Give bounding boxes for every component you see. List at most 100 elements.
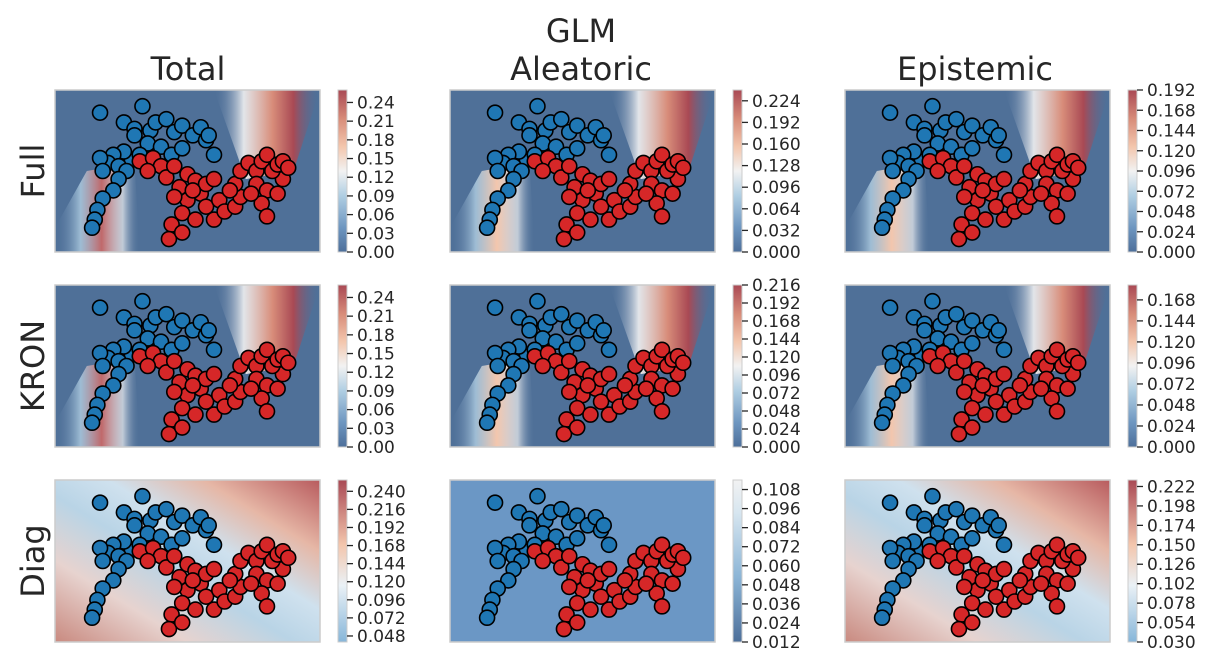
data-point-class-1 — [600, 365, 618, 383]
data-point-class-0 — [205, 146, 223, 164]
data-point-class-1 — [534, 357, 552, 375]
data-point-class-1 — [568, 419, 586, 436]
scatter-points — [83, 292, 297, 443]
data-point-class-0 — [568, 335, 586, 352]
data-point-class-1 — [139, 552, 157, 570]
data-point-class-0 — [173, 312, 191, 329]
colorbar-tick-label: 0.18 — [357, 326, 395, 346]
panel-r0c0: 0.000.030.060.090.120.150.180.210.24 — [54, 89, 395, 263]
data-point-class-0 — [990, 127, 1008, 144]
data-point-class-0 — [947, 305, 965, 323]
scatter-points — [83, 97, 297, 248]
colorbar-tick-label: 0.000 — [752, 438, 801, 458]
data-point-class-0 — [568, 312, 586, 329]
data-point-class-1 — [205, 170, 223, 188]
data-point-class-0 — [995, 341, 1013, 359]
data-point-class-1 — [552, 169, 570, 186]
colorbar — [1127, 479, 1138, 643]
data-point-class-0 — [489, 357, 507, 375]
data-point-class-1 — [963, 224, 981, 241]
data-point-class-1 — [947, 169, 965, 186]
data-point-class-1 — [165, 547, 183, 565]
data-point-class-0 — [963, 117, 981, 134]
uncertainty-band-upper — [609, 285, 715, 375]
data-point-class-0 — [568, 117, 586, 134]
data-point-class-1 — [187, 211, 204, 228]
data-point-class-0 — [521, 517, 538, 534]
data-point-class-1 — [616, 182, 634, 199]
data-point-class-0 — [916, 517, 933, 534]
data-point-class-1 — [279, 549, 297, 567]
data-point-class-0 — [486, 104, 504, 121]
colorbar-tick-label: 0.06 — [357, 401, 395, 421]
data-point-class-0 — [916, 322, 933, 339]
colorbar-tick-label: 0.00 — [357, 243, 395, 263]
colorbar — [732, 479, 743, 643]
panel-r2c1: 0.0120.0240.0360.0480.0600.0720.0840.096… — [449, 479, 801, 653]
data-point-class-1 — [963, 594, 981, 612]
data-point-class-1 — [184, 572, 202, 589]
colorbar-tick-label: 0.126 — [1147, 555, 1196, 575]
data-point-class-1 — [160, 230, 178, 248]
data-point-class-0 — [205, 341, 223, 359]
data-point-class-1 — [950, 620, 968, 638]
data-point-class-1 — [1011, 377, 1029, 394]
panel-frame — [449, 479, 716, 643]
colorbar-tick-label: 0.024 — [752, 614, 801, 634]
column-title-total: Total — [150, 50, 226, 88]
colorbar-tick-label: 0.192 — [1147, 81, 1196, 101]
data-point-class-1 — [197, 588, 215, 605]
colorbar-tick-label: 0.15 — [357, 150, 395, 170]
data-point-class-0 — [200, 127, 217, 144]
data-point-class-1 — [1011, 182, 1029, 199]
data-point-class-1 — [158, 559, 175, 576]
data-point-class-0 — [200, 517, 217, 534]
data-point-class-1 — [974, 377, 992, 394]
data-point-class-0 — [486, 494, 504, 511]
data-point-class-0 — [963, 312, 981, 329]
data-point-class-1 — [987, 198, 1005, 215]
colorbar-tick-label: 0.054 — [1147, 614, 1196, 634]
data-point-class-1 — [579, 182, 597, 199]
data-point-class-1 — [987, 393, 1005, 410]
colorbar-tick-label: 0.150 — [1147, 536, 1196, 556]
colorbar-tick-label: 0.03 — [357, 419, 395, 439]
panel-frame — [54, 89, 321, 253]
data-point-class-1 — [929, 357, 947, 375]
colorbar — [337, 479, 348, 643]
uncertainty-band-upper — [214, 285, 320, 375]
data-point-class-1 — [579, 572, 597, 589]
colorbar-tick-label: 0.048 — [752, 402, 801, 422]
colorbar-tick-label: 0.03 — [357, 224, 395, 244]
data-point-class-1 — [579, 377, 597, 394]
colorbar-tick-label: 0.128 — [752, 157, 801, 177]
panel-frame — [844, 284, 1111, 448]
data-point-class-0 — [600, 146, 618, 164]
data-point-class-1 — [184, 182, 202, 199]
data-point-class-1 — [242, 380, 260, 397]
colorbar-tick-label: 0.06 — [357, 206, 395, 226]
data-point-class-1 — [173, 399, 191, 417]
colorbar-tick-label: 0.024 — [1147, 223, 1196, 243]
colorbar-tick-label: 0.072 — [1147, 182, 1196, 202]
data-point-class-1 — [187, 601, 204, 618]
data-point-class-1 — [197, 393, 215, 410]
data-point-class-1 — [674, 354, 692, 372]
data-point-class-0 — [963, 335, 981, 352]
data-point-class-0 — [881, 494, 899, 511]
colorbar-tick-label: 0.160 — [752, 135, 801, 155]
data-point-class-0 — [995, 146, 1013, 164]
panel-r0c2: 0.0000.0240.0480.0720.0960.1200.1440.168… — [844, 81, 1196, 263]
colorbar-tick-label: 0.000 — [752, 243, 801, 263]
data-point-class-0 — [568, 507, 586, 524]
colorbar-tick-label: 0.060 — [752, 557, 801, 577]
data-point-class-0 — [134, 487, 151, 505]
data-point-class-0 — [173, 530, 191, 547]
colorbar-tick-label: 0.168 — [752, 312, 801, 332]
data-point-class-0 — [963, 507, 981, 524]
data-point-class-1 — [664, 380, 681, 397]
data-point-class-1 — [582, 601, 599, 618]
data-point-class-1 — [158, 364, 175, 381]
data-point-class-0 — [173, 507, 191, 524]
data-point-class-1 — [947, 364, 965, 381]
